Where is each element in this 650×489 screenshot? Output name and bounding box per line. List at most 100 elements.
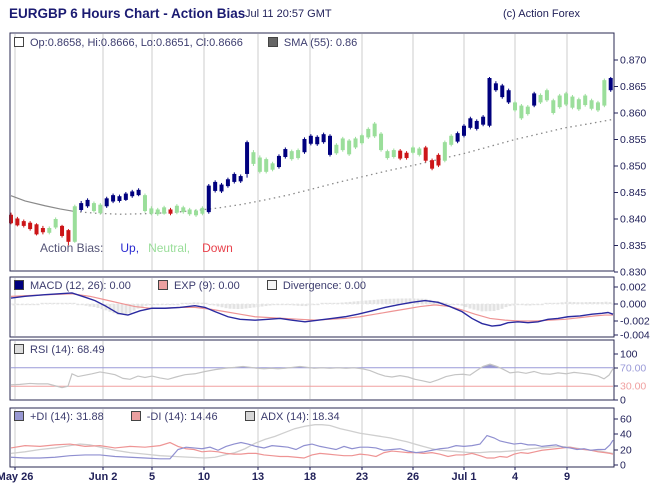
- divergence-bar: [164, 304, 168, 306]
- candle-body: [60, 225, 65, 236]
- candle-body: [251, 152, 256, 164]
- divergence-bar: [236, 304, 240, 310]
- candle-body: [576, 99, 581, 110]
- divergence-bar: [492, 304, 496, 311]
- candle-body: [200, 207, 205, 214]
- rsi-legend: RSI (14): 68.49: [14, 344, 105, 356]
- divergence-bar: [148, 304, 152, 306]
- candle-body: [225, 179, 230, 187]
- candle-body: [589, 100, 594, 109]
- divergence-bar: [568, 301, 572, 304]
- candle-body: [142, 195, 147, 212]
- copyright: (c) Action Forex: [503, 8, 581, 20]
- divergence-legend-label: Divergence: 0.00: [282, 280, 367, 292]
- divergence-bar: [220, 304, 224, 308]
- candle-body: [181, 207, 186, 213]
- divergence-swatch-icon: [266, 280, 277, 290]
- divergence-bar: [64, 302, 68, 304]
- di-axis-tick-label: 0: [620, 460, 626, 472]
- action-bias-legend: Action Bias: Up, Neutral, Down: [40, 241, 233, 255]
- divergence-bar: [580, 302, 584, 304]
- candle-body: [15, 218, 20, 226]
- divergence-bar: [472, 304, 476, 310]
- minus-di-line: [10, 441, 614, 459]
- candle-body: [257, 157, 262, 172]
- macd-legend-label: MACD (12, 26): 0.00: [30, 280, 131, 292]
- candle-body: [493, 83, 498, 91]
- divergence-bar: [448, 304, 452, 306]
- macd-panel-border: [9, 276, 615, 338]
- candle-body: [47, 228, 52, 233]
- candle-body: [117, 196, 122, 201]
- candle-body: [359, 135, 364, 144]
- divergence-bar: [204, 302, 208, 304]
- candle-body: [213, 181, 218, 191]
- divergence-bar: [496, 304, 500, 311]
- divergence-bar: [228, 304, 232, 309]
- candle-body: [474, 120, 479, 129]
- candle-body: [602, 80, 607, 106]
- divergence-bar: [184, 302, 188, 304]
- divergence-bar: [488, 304, 492, 312]
- divergence-bar: [40, 302, 44, 304]
- candle-body: [398, 150, 403, 159]
- divergence-bar: [232, 304, 236, 309]
- divergence-bar: [160, 304, 164, 306]
- price-legend: Op:0.8658, Hi:0.8666, Lo:0.8651, Cl:0.86…: [14, 37, 357, 49]
- candle-body: [410, 147, 415, 153]
- x-axis-label: 18: [304, 471, 316, 483]
- x-axis-label: 9: [564, 471, 570, 483]
- divergence-bar: [120, 304, 124, 315]
- divergence-bar: [224, 304, 228, 309]
- candle-body: [347, 140, 352, 155]
- candle-body: [366, 128, 371, 138]
- macd-axis-tick-label: 0.000: [620, 299, 646, 311]
- candle-body: [149, 208, 154, 214]
- exp-legend-label: EXP (9): 0.00: [173, 280, 240, 292]
- divergence-bar: [564, 301, 568, 304]
- candle-body: [321, 134, 326, 143]
- divergence-bar: [468, 304, 472, 309]
- candle-body: [385, 151, 390, 159]
- divergence-bar: [284, 304, 288, 306]
- adx-swatch-icon: [244, 411, 255, 421]
- divergence-bar: [552, 302, 556, 304]
- candle-body: [500, 85, 505, 98]
- divergence-bar: [32, 304, 36, 306]
- divergence-bar: [248, 304, 252, 308]
- candle-body: [283, 149, 288, 157]
- plus-di-line: [10, 434, 614, 460]
- rsi-axis-tick-label: 0: [620, 395, 626, 407]
- candle-body: [21, 221, 26, 226]
- candle-body: [130, 191, 135, 197]
- candle-body: [532, 93, 537, 106]
- divergence-bar: [360, 300, 364, 304]
- divergence-bar: [144, 304, 148, 306]
- price-axis-tick-label: 0.850: [620, 161, 646, 173]
- candle-body: [238, 176, 243, 182]
- minus-di-legend-label: -DI (14): 14.46: [146, 411, 218, 423]
- candle-body: [168, 209, 173, 214]
- divergence-bar: [316, 304, 320, 306]
- divergence-bar: [60, 302, 64, 304]
- divergence-bar: [112, 304, 116, 314]
- divergence-bar: [528, 304, 532, 306]
- candle-body: [544, 90, 549, 101]
- rsi-panel-border: [9, 339, 615, 401]
- divergence-bar: [520, 304, 524, 306]
- exp-swatch-icon: [157, 280, 168, 290]
- candle-body: [468, 118, 473, 128]
- divergence-bar: [156, 304, 160, 306]
- divergence-bar: [264, 304, 268, 307]
- x-axis-label: 13: [252, 471, 264, 483]
- candle-body: [372, 123, 377, 137]
- divergence-bar: [92, 304, 96, 308]
- divergence-bar: [296, 304, 300, 306]
- divergence-bar: [588, 302, 592, 304]
- divergence-bar: [400, 298, 404, 304]
- candle-body: [72, 206, 77, 242]
- divergence-bar: [576, 302, 580, 304]
- divergence-bar: [608, 302, 612, 304]
- plus-di-legend-label: +DI (14): 31.88: [30, 411, 104, 423]
- macd-legend: MACD (12, 26): 0.00 EXP (9): 0.00 Diverg…: [14, 280, 366, 292]
